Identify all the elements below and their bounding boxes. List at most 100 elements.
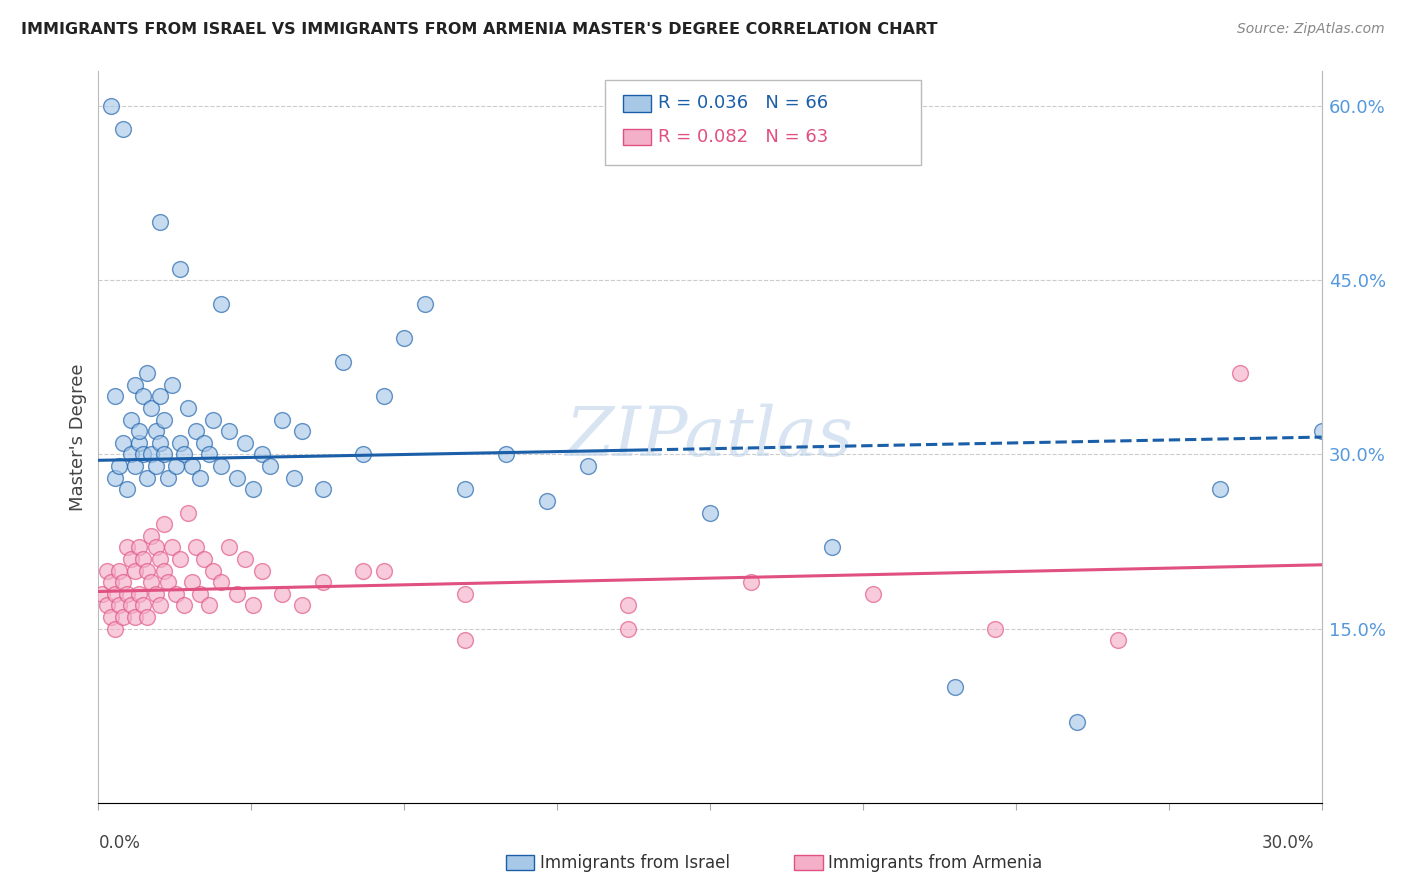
Point bbox=[454, 483, 477, 497]
Point bbox=[576, 459, 599, 474]
Point bbox=[165, 459, 187, 474]
Point bbox=[152, 517, 174, 532]
Point bbox=[1066, 714, 1088, 729]
Point bbox=[100, 610, 122, 624]
Point bbox=[160, 541, 183, 555]
Point bbox=[312, 575, 335, 590]
Point bbox=[149, 436, 172, 450]
Point bbox=[120, 448, 142, 462]
Point bbox=[141, 575, 163, 590]
Point bbox=[454, 587, 477, 601]
Point bbox=[270, 412, 294, 426]
Point bbox=[495, 448, 517, 462]
Point bbox=[145, 541, 167, 555]
Text: Immigrants from Israel: Immigrants from Israel bbox=[540, 854, 730, 871]
Text: R = 0.082   N = 63: R = 0.082 N = 63 bbox=[658, 128, 828, 146]
Point bbox=[242, 599, 264, 613]
Point bbox=[209, 296, 232, 310]
Point bbox=[181, 575, 204, 590]
Point bbox=[132, 448, 155, 462]
Point bbox=[145, 587, 167, 601]
Point bbox=[124, 377, 146, 392]
Point bbox=[149, 552, 172, 566]
Point bbox=[169, 552, 191, 566]
Point bbox=[124, 610, 146, 624]
Point bbox=[132, 552, 155, 566]
Point bbox=[218, 424, 240, 438]
Point bbox=[193, 436, 215, 450]
Point bbox=[165, 587, 187, 601]
Point bbox=[188, 587, 212, 601]
Point bbox=[149, 599, 172, 613]
Point bbox=[291, 424, 314, 438]
Point bbox=[943, 680, 966, 694]
Point bbox=[1229, 366, 1251, 380]
Point bbox=[373, 389, 395, 403]
Point bbox=[136, 610, 159, 624]
Point bbox=[1209, 483, 1232, 497]
Point bbox=[536, 494, 558, 508]
Point bbox=[111, 436, 134, 450]
Point bbox=[132, 599, 155, 613]
Point bbox=[233, 552, 256, 566]
Point bbox=[111, 575, 134, 590]
Point bbox=[413, 296, 436, 310]
Point bbox=[312, 483, 335, 497]
Point bbox=[128, 587, 150, 601]
Point bbox=[100, 99, 122, 113]
Point bbox=[100, 575, 122, 590]
Point bbox=[173, 448, 195, 462]
Point bbox=[242, 483, 264, 497]
Point bbox=[226, 471, 249, 485]
Point bbox=[111, 122, 134, 136]
Point bbox=[120, 552, 142, 566]
Point bbox=[699, 506, 721, 520]
Point bbox=[104, 587, 127, 601]
Point bbox=[104, 389, 127, 403]
Point bbox=[115, 541, 138, 555]
Point bbox=[160, 377, 183, 392]
Point bbox=[283, 471, 305, 485]
Point bbox=[352, 448, 374, 462]
Text: ZIPatlas: ZIPatlas bbox=[567, 404, 853, 470]
Text: IMMIGRANTS FROM ISRAEL VS IMMIGRANTS FROM ARMENIA MASTER'S DEGREE CORRELATION CH: IMMIGRANTS FROM ISRAEL VS IMMIGRANTS FRO… bbox=[21, 22, 938, 37]
Point bbox=[108, 599, 131, 613]
Point bbox=[454, 633, 477, 648]
Point bbox=[617, 599, 640, 613]
Point bbox=[821, 541, 844, 555]
Point bbox=[177, 401, 200, 415]
Point bbox=[108, 564, 131, 578]
Text: R = 0.036   N = 66: R = 0.036 N = 66 bbox=[658, 95, 828, 112]
Point bbox=[145, 459, 167, 474]
Point bbox=[156, 575, 179, 590]
Point bbox=[186, 424, 208, 438]
Point bbox=[270, 587, 294, 601]
Point bbox=[197, 448, 219, 462]
Point bbox=[104, 471, 127, 485]
Point bbox=[120, 412, 142, 426]
Point bbox=[193, 552, 215, 566]
Point bbox=[740, 575, 762, 590]
Point bbox=[332, 354, 354, 368]
Text: 0.0%: 0.0% bbox=[98, 834, 141, 852]
Point bbox=[108, 459, 131, 474]
Point bbox=[1310, 424, 1333, 438]
Point bbox=[141, 529, 163, 543]
Point bbox=[201, 412, 224, 426]
Point bbox=[91, 587, 114, 601]
Point bbox=[201, 564, 224, 578]
Point bbox=[128, 436, 150, 450]
Point bbox=[128, 541, 150, 555]
Point bbox=[209, 575, 232, 590]
Point bbox=[197, 599, 219, 613]
Point bbox=[149, 389, 172, 403]
Point bbox=[181, 459, 204, 474]
Point bbox=[145, 424, 167, 438]
Point bbox=[115, 483, 138, 497]
Point bbox=[226, 587, 249, 601]
Point bbox=[352, 564, 374, 578]
Point bbox=[141, 401, 163, 415]
Point bbox=[136, 471, 159, 485]
Point bbox=[209, 459, 232, 474]
Y-axis label: Master's Degree: Master's Degree bbox=[69, 363, 87, 511]
